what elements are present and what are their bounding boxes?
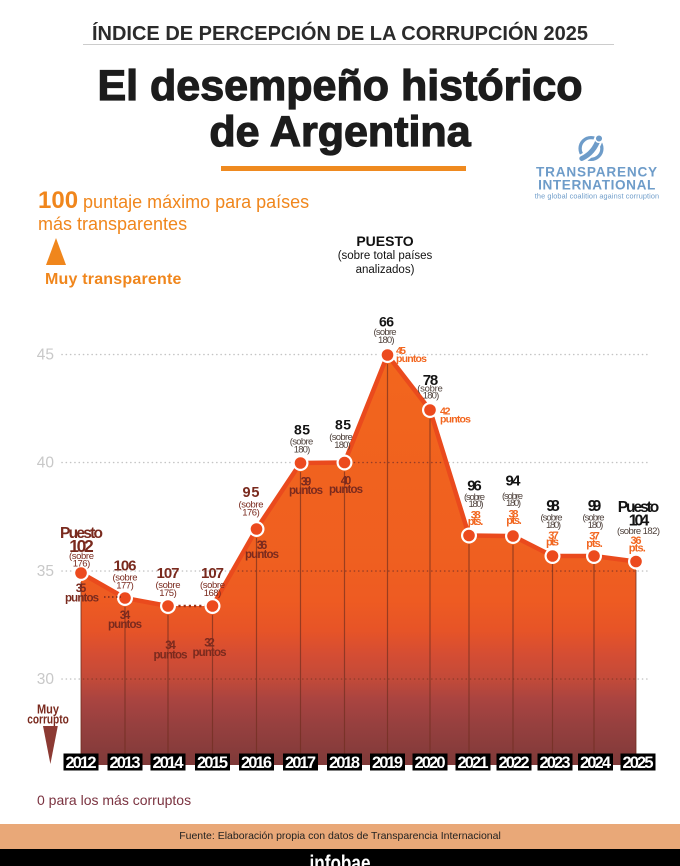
svg-text:(sobre: (sobre: [156, 580, 181, 591]
svg-text:176): 176): [73, 559, 91, 570]
svg-text:78: 78: [423, 372, 439, 389]
svg-text:180): 180): [378, 335, 395, 346]
svg-text:36: 36: [631, 535, 642, 547]
svg-text:38: 38: [509, 509, 519, 521]
svg-text:106: 106: [114, 558, 137, 575]
svg-text:99: 99: [588, 498, 602, 515]
svg-text:107: 107: [201, 565, 224, 582]
svg-text:(sobre: (sobre: [464, 492, 485, 503]
svg-text:2016: 2016: [241, 754, 272, 772]
svg-text:34: 34: [165, 640, 176, 652]
svg-text:(sobre: (sobre: [374, 327, 397, 338]
svg-text:180): 180): [469, 499, 484, 510]
svg-text:infobae: infobae: [310, 850, 371, 866]
svg-text:Puesto: Puesto: [60, 525, 103, 542]
svg-text:39: 39: [301, 477, 312, 489]
svg-text:36: 36: [257, 540, 268, 552]
svg-text:180): 180): [588, 520, 604, 531]
svg-text:(sobre: (sobre: [290, 437, 314, 448]
svg-text:pts.: pts.: [586, 538, 603, 550]
svg-text:TRANSPARENCY: TRANSPARENCY: [536, 165, 658, 180]
svg-text:Puesto: Puesto: [618, 499, 660, 516]
svg-text:pts.: pts.: [629, 543, 646, 555]
svg-text:180): 180): [506, 498, 521, 509]
svg-text:95: 95: [243, 485, 260, 501]
svg-text:(sobre: (sobre: [541, 513, 563, 524]
svg-text:2014: 2014: [153, 754, 185, 772]
svg-text:2025: 2025: [623, 754, 654, 772]
svg-text:30: 30: [37, 671, 55, 688]
svg-text:(sobre: (sobre: [583, 513, 605, 524]
svg-text:32: 32: [204, 638, 215, 650]
svg-text:(sobre 182): (sobre 182): [617, 526, 660, 537]
svg-text:94: 94: [506, 473, 522, 490]
svg-text:2023: 2023: [540, 754, 571, 772]
svg-text:puntos: puntos: [440, 414, 471, 426]
svg-text:puntos: puntos: [108, 619, 142, 631]
svg-text:35: 35: [76, 583, 87, 595]
svg-text:85: 85: [335, 417, 351, 433]
svg-text:(sobre: (sobre: [329, 432, 353, 443]
svg-text:(sobre: (sobre: [417, 384, 443, 395]
svg-text:35: 35: [37, 563, 54, 580]
svg-text:45: 45: [37, 347, 54, 364]
svg-text:66: 66: [379, 314, 394, 330]
svg-text:2019: 2019: [372, 754, 403, 772]
svg-text:pts: pts: [546, 537, 559, 549]
svg-text:180): 180): [334, 440, 351, 451]
svg-text:2015: 2015: [197, 754, 228, 772]
svg-text:2017: 2017: [285, 754, 316, 772]
svg-text:2018: 2018: [329, 754, 360, 772]
svg-text:180): 180): [294, 445, 311, 456]
svg-text:45: 45: [396, 345, 406, 357]
svg-text:puntos: puntos: [245, 549, 279, 561]
svg-text:2021: 2021: [458, 754, 489, 772]
svg-text:180): 180): [546, 520, 561, 531]
svg-text:168): 168): [204, 588, 222, 599]
svg-text:corrupto: corrupto: [27, 713, 69, 727]
svg-text:2022: 2022: [499, 754, 530, 772]
svg-text:177): 177): [116, 581, 134, 592]
svg-text:Muy: Muy: [37, 703, 59, 717]
svg-text:85: 85: [294, 422, 310, 438]
svg-text:2013: 2013: [110, 754, 141, 772]
svg-text:102: 102: [69, 536, 94, 556]
svg-text:42: 42: [440, 406, 451, 418]
svg-text:37: 37: [589, 531, 600, 543]
svg-text:pts.: pts.: [506, 515, 522, 527]
svg-text:INTERNATIONAL: INTERNATIONAL: [538, 177, 656, 192]
svg-text:40: 40: [37, 455, 55, 472]
svg-text:(sobre: (sobre: [69, 551, 94, 562]
svg-text:puntos: puntos: [193, 647, 227, 659]
svg-text:puntos: puntos: [65, 593, 99, 605]
svg-text:104: 104: [629, 513, 650, 530]
svg-text:175): 175): [159, 588, 177, 599]
svg-text:puntos: puntos: [289, 485, 323, 497]
svg-text:38: 38: [471, 510, 481, 522]
svg-text:37: 37: [548, 530, 559, 542]
svg-text:96: 96: [467, 478, 482, 495]
svg-text:2024: 2024: [580, 754, 612, 772]
svg-text:107: 107: [157, 565, 180, 582]
svg-text:98: 98: [546, 498, 560, 515]
svg-text:2020: 2020: [415, 754, 446, 772]
svg-text:puntos: puntos: [329, 484, 363, 496]
svg-text:(sobre: (sobre: [239, 500, 264, 511]
svg-text:(sobre: (sobre: [200, 580, 225, 591]
svg-text:2012: 2012: [66, 754, 97, 772]
svg-text:(sobre: (sobre: [502, 491, 523, 502]
svg-text:180): 180): [423, 391, 440, 402]
svg-text:176): 176): [242, 508, 260, 519]
svg-text:puntos: puntos: [396, 353, 427, 365]
svg-text:the global coalition against c: the global coalition against corruption: [535, 191, 659, 200]
svg-text:34: 34: [120, 610, 131, 622]
svg-text:pts.: pts.: [468, 516, 484, 528]
svg-text:(sobre: (sobre: [113, 573, 138, 584]
svg-text:puntos: puntos: [154, 650, 188, 662]
svg-text:40: 40: [341, 476, 352, 488]
